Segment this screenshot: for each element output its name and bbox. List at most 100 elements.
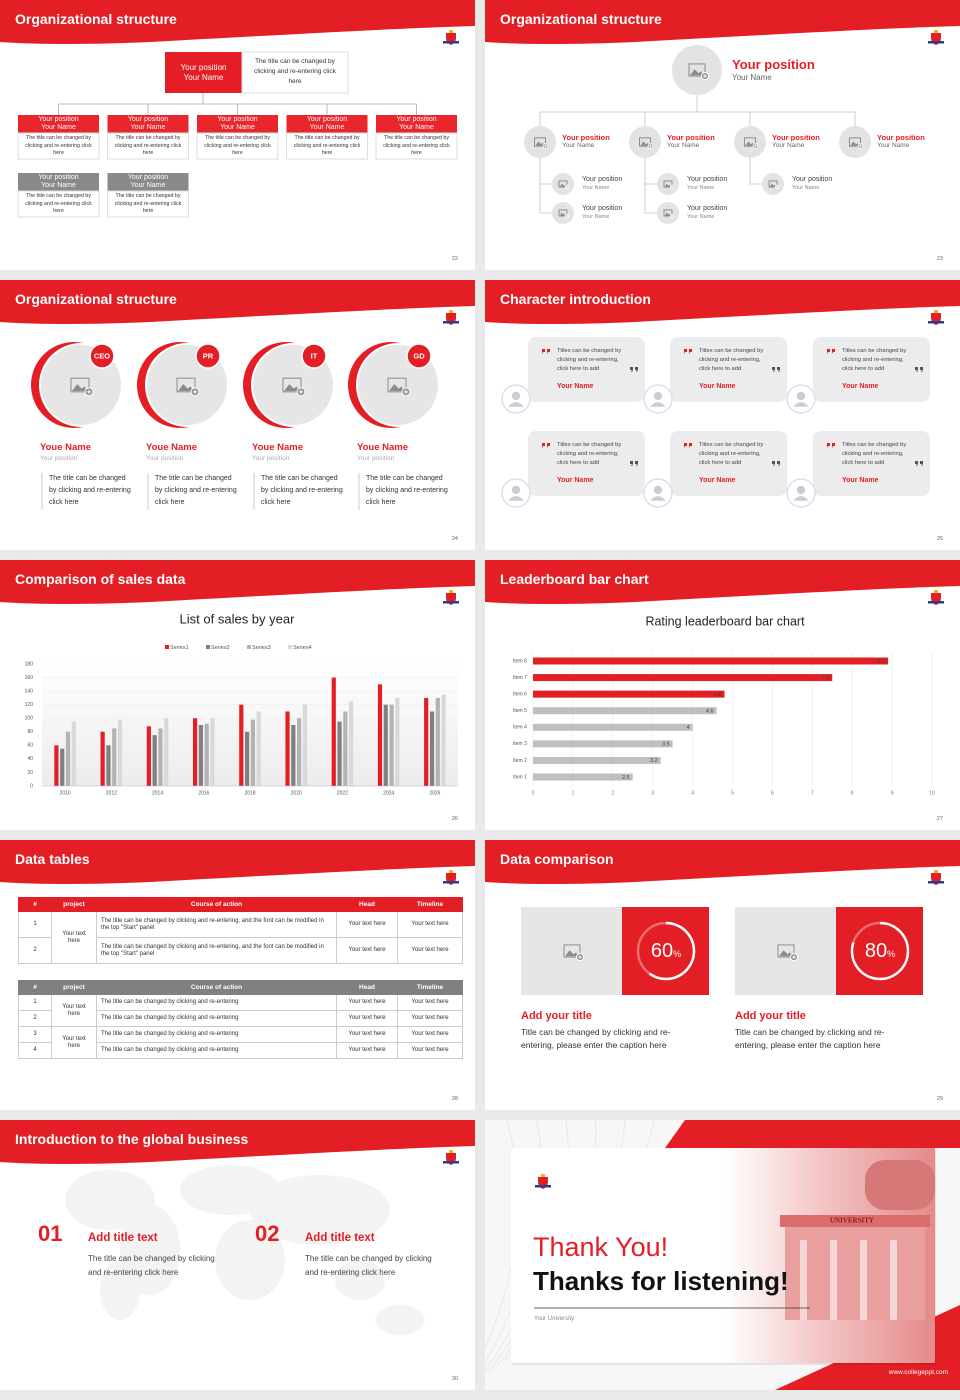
slide-graphics bbox=[0, 0, 475, 218]
quote-close bbox=[630, 367, 638, 372]
icon-frame bbox=[768, 180, 778, 188]
level3-name: Your Name bbox=[582, 214, 610, 220]
value-label: 3.5 bbox=[662, 742, 670, 748]
table-cell: Your text here bbox=[397, 994, 463, 1011]
map-landmass bbox=[375, 1305, 425, 1335]
avatar-body bbox=[793, 402, 809, 407]
y-tick-label: Item 7 bbox=[513, 675, 527, 681]
header-cell: Head bbox=[336, 897, 398, 912]
image-placeholder-icon bbox=[558, 180, 570, 190]
icon-frame bbox=[639, 137, 651, 147]
value-label: 7.5 bbox=[822, 675, 830, 681]
icon-plus bbox=[578, 955, 582, 959]
level2-name: Your Name bbox=[667, 142, 700, 149]
avatar-head bbox=[511, 485, 521, 495]
description-box bbox=[286, 132, 368, 160]
box-name: Your Name bbox=[309, 124, 345, 131]
person-description: The title can be changed by clicking and… bbox=[49, 475, 131, 506]
bar bbox=[146, 726, 151, 786]
icon-mountain bbox=[178, 384, 194, 391]
bar bbox=[65, 731, 71, 786]
box-position: Your position bbox=[38, 174, 79, 181]
header-band bbox=[0, 0, 475, 44]
item-title: Add your title bbox=[521, 1010, 592, 1022]
bar bbox=[210, 718, 215, 786]
slide-title: Comparison of sales data bbox=[15, 571, 186, 587]
bar bbox=[435, 697, 440, 786]
bar bbox=[302, 704, 308, 786]
table-cell: The title can be changed by clicking and… bbox=[96, 1010, 337, 1027]
icon-plus bbox=[859, 144, 862, 148]
icon-frame bbox=[282, 377, 302, 393]
x-tick-label: 2026 bbox=[429, 790, 440, 796]
slide-title: Leaderboard bar chart bbox=[500, 571, 649, 587]
y-tick-label: Item 5 bbox=[513, 708, 527, 714]
box-description: The title can be changed by clicking and… bbox=[114, 135, 182, 156]
value-label: 3.2 bbox=[650, 758, 658, 764]
page-number: 24 bbox=[451, 536, 458, 542]
logo-ribbon bbox=[443, 881, 459, 884]
page-number: 30 bbox=[451, 1376, 458, 1382]
slide-title: Character introduction bbox=[500, 291, 651, 307]
pillar bbox=[860, 1240, 867, 1320]
level2-name: Your Name bbox=[772, 142, 805, 149]
icon-frame bbox=[744, 137, 756, 147]
table-cell: Your text here bbox=[51, 1026, 97, 1059]
header-row: # project Course of action Head Timeline bbox=[18, 897, 463, 912]
card-text: Titles can be changed by clicking and re… bbox=[557, 348, 622, 372]
icon-frame bbox=[387, 377, 407, 393]
person-name: Youe Name bbox=[40, 442, 92, 453]
slide: Introduction to the global business 30 01 A… bbox=[0, 1120, 475, 1390]
x-tick-label: 2022 bbox=[337, 790, 348, 796]
map-landmass bbox=[100, 1260, 140, 1320]
slide-graphics: UNIVERSITY bbox=[485, 1120, 960, 1390]
x-tick-label: 5 bbox=[731, 790, 734, 796]
level2-name: Your Name bbox=[562, 142, 595, 149]
legend-swatch bbox=[165, 645, 169, 649]
table-cell: 1 bbox=[18, 994, 52, 1011]
table-row: 2 The title can be changed by clicking an… bbox=[18, 937, 463, 964]
quote-close bbox=[915, 367, 923, 372]
percent-unit: % bbox=[673, 949, 682, 959]
logo-crest bbox=[449, 310, 453, 313]
photo-panel bbox=[735, 907, 836, 995]
logo-ribbon bbox=[443, 321, 459, 324]
level2-position: Your position bbox=[562, 133, 610, 142]
x-tick-label: 10 bbox=[929, 790, 935, 796]
x-tick-label: 2024 bbox=[383, 790, 394, 796]
level2-position: Your position bbox=[772, 133, 820, 142]
map-landmass bbox=[250, 1175, 390, 1245]
y-tick-label: 180 bbox=[25, 661, 34, 667]
quote-close bbox=[772, 461, 780, 466]
header-cell: # bbox=[18, 897, 52, 912]
pillar bbox=[800, 1240, 807, 1320]
x-tick-label: 0 bbox=[532, 790, 535, 796]
position-box bbox=[107, 173, 189, 191]
quote-open bbox=[827, 349, 835, 354]
quote-close bbox=[630, 461, 638, 466]
box-description: The title can be changed by clicking and… bbox=[114, 193, 182, 214]
level3-position: Your position bbox=[582, 205, 623, 212]
box-description: The title can be changed by clicking and… bbox=[25, 135, 92, 156]
y-tick-label: 0 bbox=[30, 783, 33, 789]
item-title: Add title text bbox=[88, 1232, 158, 1244]
level3-photo bbox=[552, 202, 574, 224]
item-title: Add your title bbox=[735, 1010, 806, 1022]
slide-title: Data tables bbox=[15, 851, 90, 867]
top-position: Your position bbox=[180, 63, 227, 72]
header-band bbox=[0, 280, 475, 324]
slide-title: Organizational structure bbox=[15, 11, 177, 27]
icon-plus bbox=[703, 74, 707, 78]
level3-photo bbox=[657, 202, 679, 224]
box-position: Your position bbox=[127, 174, 169, 181]
header-cell: Timeline bbox=[397, 980, 463, 995]
icon-mountain bbox=[284, 384, 300, 391]
header-cell: Timeline bbox=[397, 897, 463, 912]
image-placeholder-icon bbox=[744, 137, 759, 150]
icon-plus bbox=[671, 186, 673, 188]
top-name: Your Name bbox=[183, 73, 224, 82]
table-row: 1 Your text here The title can be changed … bbox=[18, 994, 463, 1027]
table-cell: Your text here bbox=[336, 1010, 398, 1027]
data-table: # project Course of action Head Timeline 1 You… bbox=[18, 980, 463, 1059]
pillar bbox=[830, 1240, 837, 1320]
